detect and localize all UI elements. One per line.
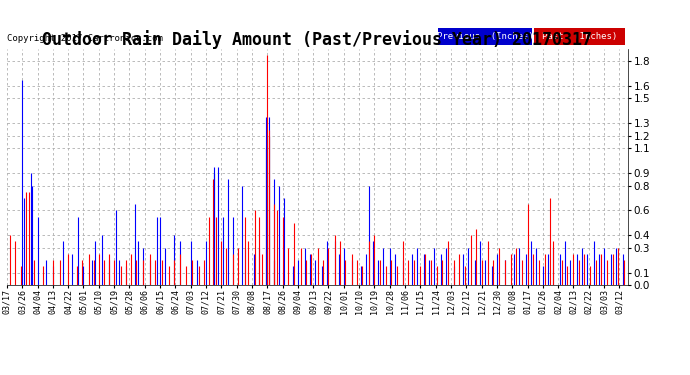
FancyBboxPatch shape [439, 28, 531, 45]
FancyBboxPatch shape [533, 28, 625, 45]
Text: Copyright 2017 Cartronics.com: Copyright 2017 Cartronics.com [7, 34, 163, 43]
Text: Past  (Inches): Past (Inches) [542, 32, 617, 41]
Title: Outdoor Rain Daily Amount (Past/Previous Year) 20170317: Outdoor Rain Daily Amount (Past/Previous… [42, 30, 593, 49]
Text: Previous  (Inches): Previous (Inches) [437, 32, 533, 41]
